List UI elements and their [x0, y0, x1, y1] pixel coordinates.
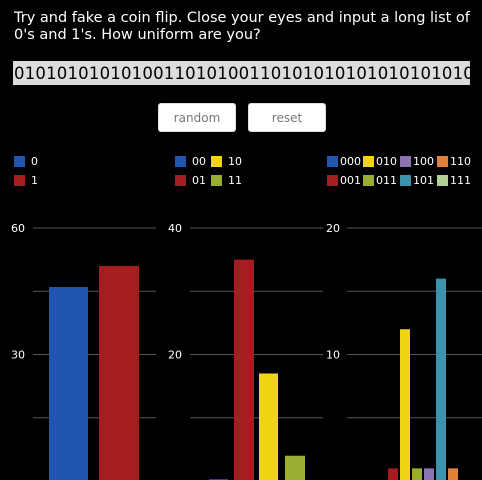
legend-item-101: 101 [400, 173, 434, 187]
legend-swatch [327, 155, 338, 167]
y-tick-label: 40 [168, 222, 182, 235]
bar-1 [99, 265, 139, 480]
legend-item-011: 011 [363, 173, 397, 187]
legend-swatch [437, 174, 448, 186]
y-tick-label: 20 [326, 222, 340, 235]
legend-item-00: 00 [175, 154, 206, 168]
y-tick-label: 30 [11, 349, 25, 362]
legend-swatch [400, 155, 411, 167]
legend-item-000: 000 [327, 154, 361, 168]
bar-100 [424, 468, 434, 480]
legend-item-001: 001 [327, 173, 361, 187]
legend-item-110: 110 [437, 154, 471, 168]
bar-101 [436, 278, 446, 480]
legend-label: 101 [413, 173, 434, 187]
legend-item-111: 111 [437, 173, 471, 187]
legend-item-010: 010 [363, 154, 397, 168]
y-tick-label: 10 [326, 349, 340, 362]
legend-label: 001 [340, 173, 361, 187]
random-button[interactable]: random [158, 103, 236, 132]
legend-item-10: 10 [211, 154, 242, 168]
legend-swatch [363, 155, 374, 167]
legend-label: 11 [228, 173, 242, 187]
y-tick-label: 20 [168, 349, 182, 362]
legend-label: 10 [228, 154, 242, 168]
legend-swatch [400, 174, 411, 186]
legend-swatch [437, 155, 448, 167]
bar-010 [400, 329, 410, 480]
legend-item-1: 1 [14, 173, 38, 187]
legend-label: 111 [450, 173, 471, 187]
legend-swatch [14, 174, 25, 186]
reset-button[interactable]: reset [248, 103, 326, 132]
legend-item-0: 0 [14, 154, 38, 168]
legend-swatch [211, 174, 222, 186]
legend-label: 011 [376, 173, 397, 187]
legend-label: 010 [376, 154, 397, 168]
bar-0 [49, 287, 88, 480]
legend-swatch [175, 174, 186, 186]
instructions-text: Try and fake a coin flip. Close your eye… [14, 10, 470, 43]
legend-swatch [363, 174, 374, 186]
legend-label: 000 [340, 154, 361, 168]
legend-swatch [14, 155, 25, 167]
bar-110 [448, 468, 458, 480]
sequence-input[interactable] [13, 61, 470, 85]
legend-label: 0 [31, 154, 38, 168]
legend-label: 01 [192, 173, 206, 187]
legend-label: 110 [450, 154, 471, 168]
legend-label: 100 [413, 154, 434, 168]
bar-001 [388, 468, 398, 480]
legend-swatch [327, 174, 338, 186]
legend-swatch [211, 155, 222, 167]
legend-label: 1 [31, 173, 38, 187]
legend-label: 00 [192, 154, 206, 168]
y-tick-label: 60 [11, 222, 25, 235]
legend-item-100: 100 [400, 154, 434, 168]
bar-10 [259, 373, 278, 480]
legend-swatch [175, 155, 186, 167]
bar-01 [234, 259, 254, 480]
bar-11 [285, 455, 305, 480]
legend-item-01: 01 [175, 173, 206, 187]
bar-011 [412, 468, 422, 480]
legend-item-11: 11 [211, 173, 242, 187]
